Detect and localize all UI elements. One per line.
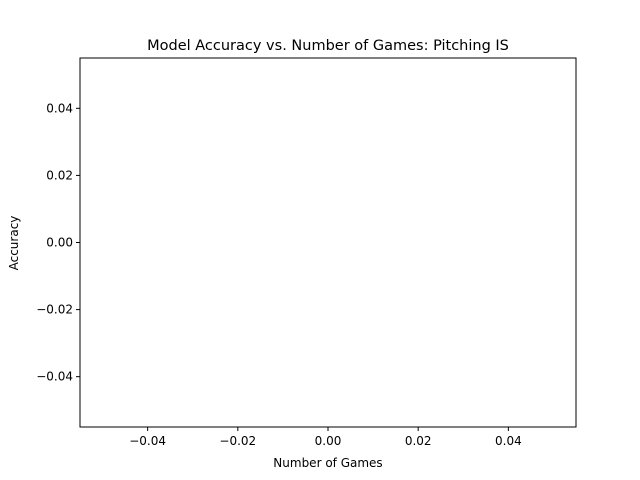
- x-tick-label: −0.04: [129, 434, 166, 448]
- x-tick-label: 0.04: [495, 434, 522, 448]
- y-tick-label: −0.04: [36, 370, 73, 384]
- y-tick-label: 0.00: [46, 236, 73, 250]
- x-axis-label: Number of Games: [273, 456, 382, 470]
- x-axis-ticks: −0.04 −0.02 0.00 0.02 0.04: [129, 427, 522, 448]
- chart-title: Model Accuracy vs. Number of Games: Pitc…: [147, 38, 509, 54]
- y-tick-label: 0.04: [46, 101, 73, 115]
- x-tick-label: 0.00: [315, 434, 342, 448]
- plot-area: [79, 57, 577, 428]
- y-tick-label: 0.02: [46, 168, 73, 182]
- y-axis-ticks: −0.04 −0.02 0.00 0.02 0.04: [36, 101, 80, 384]
- y-axis-label: Accuracy: [7, 216, 21, 271]
- axes-frame: [79, 57, 577, 428]
- x-tick-label: 0.02: [405, 434, 432, 448]
- x-tick-label: −0.02: [219, 434, 256, 448]
- y-tick-label: −0.02: [36, 303, 73, 317]
